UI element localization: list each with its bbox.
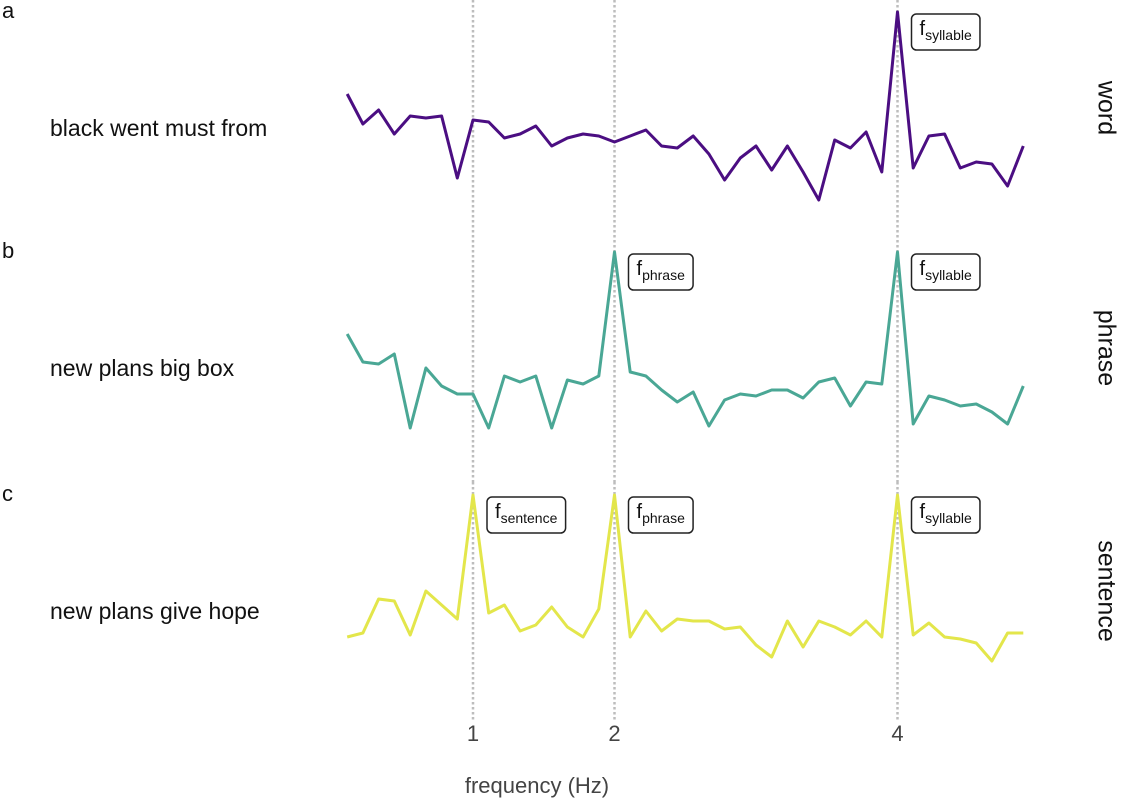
x-tick-label: 1	[467, 721, 479, 746]
condition-label: sentence	[1092, 540, 1120, 641]
annotation: fsentence	[486, 496, 567, 534]
annotation-box	[910, 496, 981, 534]
stimulus-label: new plans big box	[50, 355, 235, 381]
annotation-label: fphrase	[637, 258, 686, 282]
spectrum-line	[345, 10, 1025, 202]
annotation-sub: phrase	[642, 510, 685, 526]
stimulus-label: new plans give hope	[50, 598, 260, 624]
annotation-box	[627, 253, 694, 291]
annotation-label: fsyllable	[920, 258, 972, 282]
panel-letter: c	[2, 481, 13, 506]
annotation-sub: syllable	[925, 510, 972, 526]
annotation-label: fsyllable	[920, 18, 972, 42]
x-tick-label: 2	[608, 721, 620, 746]
annotation-f: f	[637, 258, 643, 280]
annotation: fphrase	[627, 496, 694, 534]
annotation-f: f	[920, 501, 926, 523]
annotation: fsyllable	[910, 253, 981, 291]
annotation-f: f	[637, 501, 643, 523]
spectrum-line	[346, 493, 1024, 663]
annotation-box	[910, 253, 981, 291]
annotation-sub: sentence	[501, 510, 558, 526]
panel-letter: a	[2, 0, 15, 23]
annotation-box	[627, 496, 694, 534]
annotation-box	[910, 13, 981, 51]
annotation-label: fsentence	[495, 501, 558, 525]
x-tick-label: 4	[891, 721, 903, 746]
annotation-f: f	[920, 18, 926, 40]
annotation-box	[486, 496, 567, 534]
annotation-sub: phrase	[642, 267, 685, 283]
annotation: fphrase	[627, 253, 694, 291]
condition-label: phrase	[1092, 310, 1120, 386]
condition-label: word	[1092, 80, 1120, 135]
annotation-sub: syllable	[925, 267, 972, 283]
spectrum-line	[345, 250, 1025, 430]
annotation-label: fphrase	[637, 501, 686, 525]
annotation-label: fsyllable	[920, 501, 972, 525]
annotation-sub: syllable	[925, 27, 972, 43]
annotation: fsyllable	[910, 496, 981, 534]
annotation: fsyllable	[910, 13, 981, 51]
stimulus-label: black went must from	[50, 115, 267, 141]
annotation-f: f	[920, 258, 926, 280]
panel-letter: b	[2, 238, 14, 263]
x-axis-title: frequency (Hz)	[465, 773, 609, 798]
annotation-f: f	[495, 501, 501, 523]
